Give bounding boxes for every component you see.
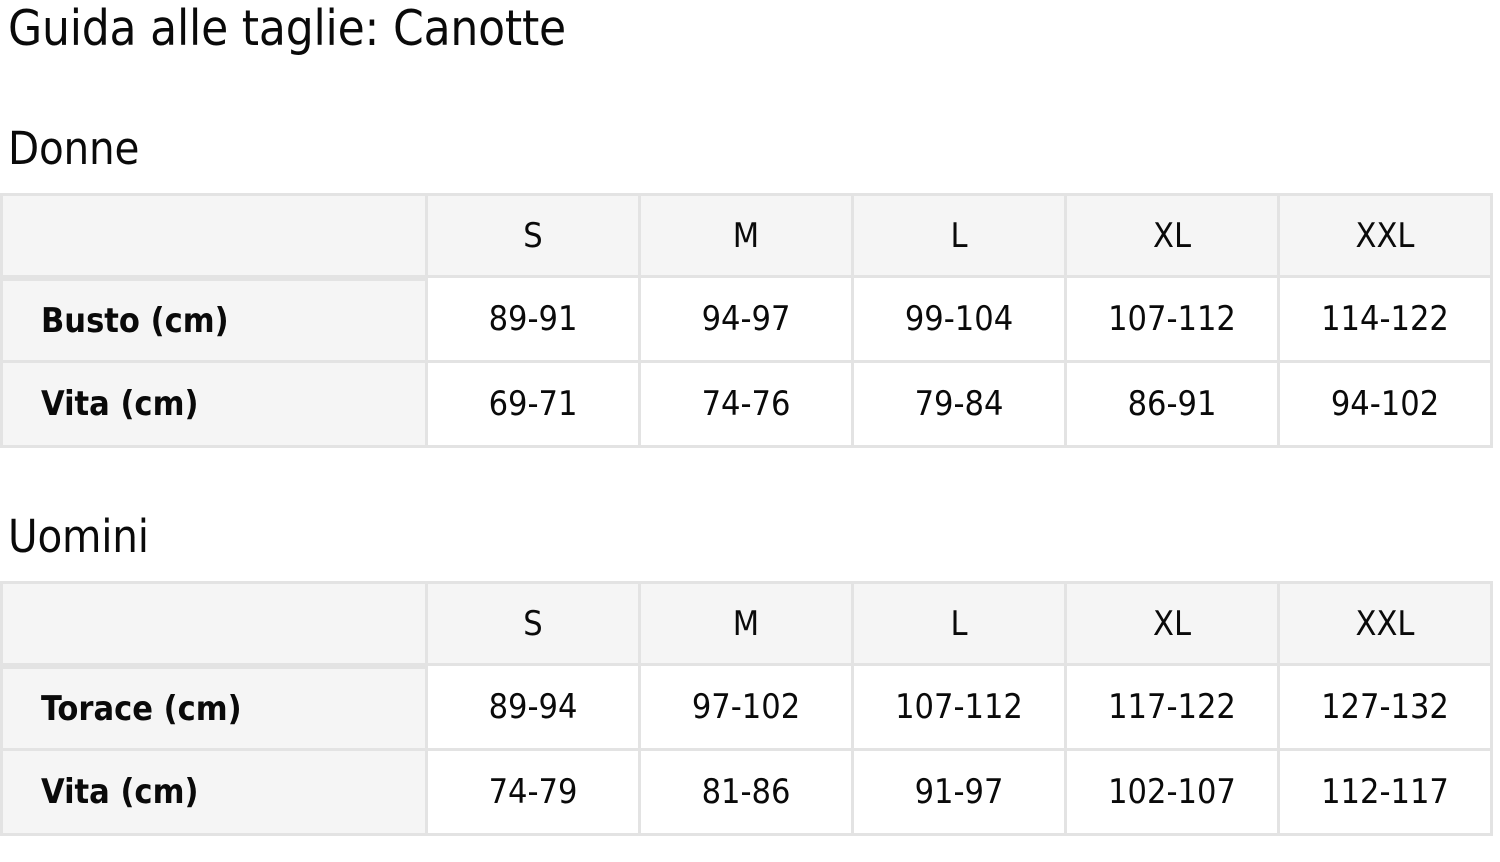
table-row: Busto (cm) 89-91 94-97 99-104 107-112 11… [0,278,1493,363]
cell-busto-xl: 107-112 [1067,278,1280,363]
table-head-men: S M L XL XXL [0,581,1493,666]
section-heading-men: Uomini [8,510,149,563]
cell-vita-donne-m: 74-76 [641,363,854,448]
table-header-row: S M L XL XXL [0,193,1493,278]
cell-torace-m: 97-102 [641,666,854,751]
column-header-l: L [854,193,1067,278]
table-row: Torace (cm) 89-94 97-102 107-112 117-122… [0,666,1493,751]
table-row: Vita (cm) 69-71 74-76 79-84 86-91 94-102 [0,363,1493,448]
row-label-busto: Busto (cm) [0,278,428,363]
row-label-torace: Torace (cm) [0,666,428,751]
row-label-vita-donne: Vita (cm) [0,363,428,448]
table-corner-cell [0,581,428,666]
cell-vita-donne-l: 79-84 [854,363,1067,448]
column-header-l: L [854,581,1067,666]
column-header-xl: XL [1067,581,1280,666]
table-head-women: S M L XL XXL [0,193,1493,278]
table-header-row: S M L XL XXL [0,581,1493,666]
cell-busto-xxl: 114-122 [1280,278,1493,363]
cell-torace-xxl: 127-132 [1280,666,1493,751]
table-corner-cell [0,193,428,278]
page-title: Guida alle taglie: Canotte [8,0,566,57]
cell-busto-l: 99-104 [854,278,1067,363]
column-header-xxl: XXL [1280,193,1493,278]
column-header-m: M [641,581,854,666]
size-table-women: S M L XL XXL Busto (cm) 89-91 94-97 99-1… [0,193,1493,448]
section-heading-women: Donne [8,122,140,175]
cell-vita-donne-s: 69-71 [428,363,641,448]
cell-torace-l: 107-112 [854,666,1067,751]
cell-vita-donne-xxl: 94-102 [1280,363,1493,448]
cell-torace-xl: 117-122 [1067,666,1280,751]
table-row: Vita (cm) 74-79 81-86 91-97 102-107 112-… [0,751,1493,836]
cell-vita-uomini-s: 74-79 [428,751,641,836]
column-header-xl: XL [1067,193,1280,278]
column-header-s: S [428,581,641,666]
cell-busto-m: 94-97 [641,278,854,363]
table-body-men: Torace (cm) 89-94 97-102 107-112 117-122… [0,666,1493,836]
column-header-xxl: XXL [1280,581,1493,666]
table-body-women: Busto (cm) 89-91 94-97 99-104 107-112 11… [0,278,1493,448]
row-label-vita-uomini: Vita (cm) [0,751,428,836]
cell-busto-s: 89-91 [428,278,641,363]
cell-vita-uomini-xxl: 112-117 [1280,751,1493,836]
column-header-s: S [428,193,641,278]
size-table-men: S M L XL XXL Torace (cm) 89-94 97-102 10… [0,581,1493,836]
cell-vita-uomini-l: 91-97 [854,751,1067,836]
cell-vita-uomini-m: 81-86 [641,751,854,836]
column-header-m: M [641,193,854,278]
cell-vita-donne-xl: 86-91 [1067,363,1280,448]
cell-vita-uomini-xl: 102-107 [1067,751,1280,836]
cell-torace-s: 89-94 [428,666,641,751]
